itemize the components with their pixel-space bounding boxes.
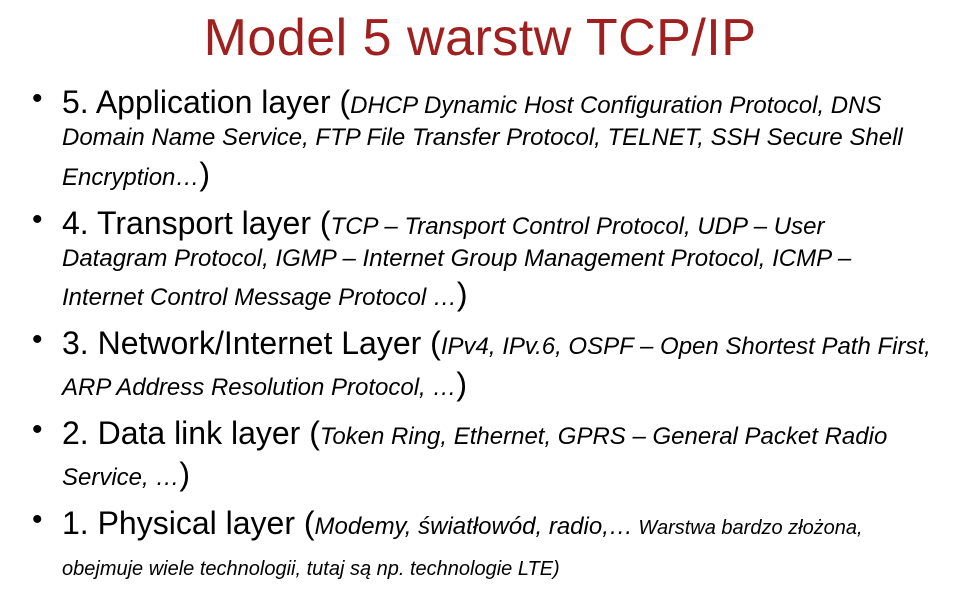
list-item: 1. Physical layer (Modemy, światłowód, r… xyxy=(28,503,932,585)
layer-close: ) xyxy=(179,456,190,492)
list-item: 2. Data link layer (Token Ring, Ethernet… xyxy=(28,413,932,495)
layer-close: ) xyxy=(199,156,210,192)
layer-sub: Modemy, światłowód, radio,… xyxy=(315,513,633,540)
layer-list: 5. Application layer (DHCP Dynamic Host … xyxy=(28,82,932,585)
layer-main: 2. Data link layer ( xyxy=(62,415,320,451)
list-item: 4. Transport layer (TCP – Transport Cont… xyxy=(28,203,932,316)
layer-main: 3. Network/Internet Layer ( xyxy=(62,325,441,361)
layer-close: ) xyxy=(457,276,468,312)
list-item: 5. Application layer (DHCP Dynamic Host … xyxy=(28,82,932,195)
slide-title: Model 5 warstw TCP/IP xyxy=(28,8,932,68)
layer-main: 5. Application layer ( xyxy=(62,84,350,120)
layer-main: 1. Physical layer ( xyxy=(62,505,315,541)
list-item: 3. Network/Internet Layer (IPv4, IPv.6, … xyxy=(28,323,932,405)
layer-close: ) xyxy=(456,366,467,402)
slide: Model 5 warstw TCP/IP 5. Application lay… xyxy=(0,0,960,605)
layer-main: 4. Transport layer ( xyxy=(62,205,331,241)
